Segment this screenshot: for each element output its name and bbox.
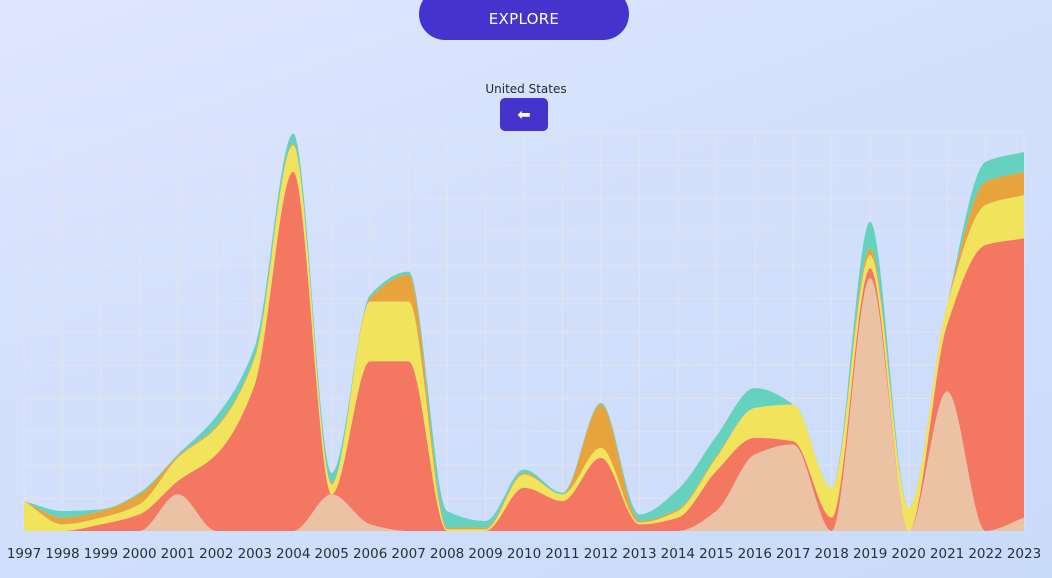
x-tick-label: 2004 [276, 546, 310, 562]
x-tick-label: 2005 [315, 546, 349, 562]
series-area-1 [24, 171, 1024, 531]
x-tick-label: 2014 [661, 546, 695, 562]
series-area-2 [24, 145, 1024, 532]
x-tick-label: 2023 [1007, 546, 1041, 562]
series-area-4 [24, 133, 1024, 528]
x-tick-label: 2006 [353, 546, 387, 562]
x-tick-label: 2013 [622, 546, 656, 562]
x-tick-label: 2012 [584, 546, 618, 562]
x-tick-label: 1998 [45, 546, 79, 562]
series-area-0 [24, 278, 1024, 531]
x-tick-label: 2011 [545, 546, 579, 562]
back-button[interactable]: ⬅ [500, 98, 548, 131]
x-tick-label: 2008 [430, 546, 464, 562]
x-tick-label: 2017 [776, 546, 810, 562]
chart-areas [24, 133, 1024, 532]
explore-button[interactable]: EXPLORE [419, 0, 629, 40]
x-tick-label: 1997 [7, 546, 41, 562]
x-tick-label: 2002 [199, 546, 233, 562]
x-axis: 1997 1998 1999 2000 2001 2002 2003 2004 2005 2006… [7, 546, 1041, 562]
x-tick-label: 2021 [930, 546, 964, 562]
x-tick-label: 2020 [891, 546, 925, 562]
x-tick-label: 2016 [738, 546, 772, 562]
x-tick-label: 2018 [815, 546, 849, 562]
x-tick-label: 2022 [968, 546, 1002, 562]
x-tick-label: 2015 [699, 546, 733, 562]
region-label: United States [485, 82, 567, 96]
back-arrow-icon: ⬅ [517, 105, 531, 124]
x-tick-label: 2003 [238, 546, 272, 562]
x-tick-label: 2007 [391, 546, 425, 562]
x-tick-label: 2009 [468, 546, 502, 562]
x-tick-label: 2001 [161, 546, 195, 562]
x-tick-label: 1999 [84, 546, 118, 562]
x-tick-label: 2000 [122, 546, 156, 562]
x-tick-label: 2019 [853, 546, 887, 562]
x-tick-label: 2010 [507, 546, 541, 562]
